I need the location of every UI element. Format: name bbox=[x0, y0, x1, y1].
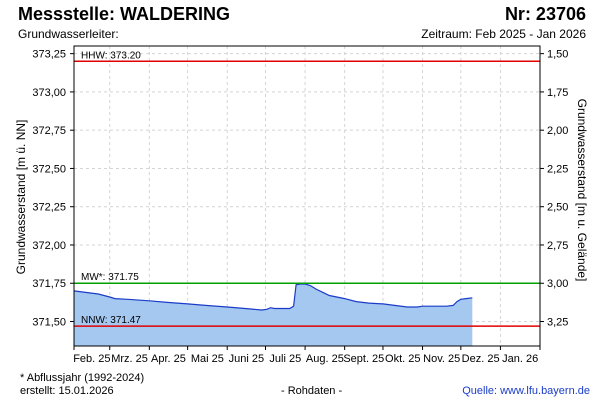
y2-tick-label: 2,00 bbox=[547, 125, 568, 137]
plot-border bbox=[73, 45, 541, 347]
footnote: * Abflussjahr (1992-2024) bbox=[20, 372, 145, 384]
y-tick-label: 372,25 bbox=[32, 202, 66, 214]
y-ticks-left: 373,25 373,00 372,75 372,50 372,25 372,00 371,… bbox=[32, 49, 74, 329]
y2-tick-label: 2,75 bbox=[547, 240, 568, 252]
y2-tick-label: 3,25 bbox=[547, 317, 568, 329]
x-tick-label: Jan. 26 bbox=[502, 353, 538, 365]
x-tick-label: Juli 25 bbox=[269, 353, 301, 365]
source-link[interactable]: Quelle: www.lfu.bayern.de bbox=[462, 385, 590, 397]
created-date: erstellt: 15.01.2026 bbox=[20, 385, 114, 397]
rawdata-label: - Rohdaten - bbox=[281, 385, 343, 397]
x-tick-label: Nov. 25 bbox=[423, 353, 460, 365]
x-tick-label: Apr. 25 bbox=[151, 353, 186, 365]
y-tick-label: 373,25 bbox=[32, 49, 66, 61]
data-area bbox=[73, 283, 473, 346]
aquifer-label: Grundwasserleiter: bbox=[18, 27, 119, 41]
x-ticks: Feb. 25 Mrz. 25 Apr. 25 Mai 25 Juni 25 Juli 2… bbox=[73, 346, 541, 365]
x-tick-label: Mai 25 bbox=[191, 353, 224, 365]
y-tick-label: 372,50 bbox=[32, 163, 66, 175]
y2-tick-label: 2,25 bbox=[547, 163, 568, 175]
y-tick-label: 372,00 bbox=[32, 240, 66, 252]
plot-frame bbox=[73, 45, 541, 347]
station-number: Nr: 23706 bbox=[504, 4, 586, 24]
station-title: Messstelle: WALDERING bbox=[18, 4, 231, 24]
water-level-fill bbox=[74, 284, 473, 346]
y-tick-label: 373,00 bbox=[32, 87, 66, 99]
y-tick-label: 372,75 bbox=[32, 125, 66, 137]
y-tick-label: 371,50 bbox=[32, 317, 66, 329]
y2-tick-label: 2,50 bbox=[547, 202, 568, 214]
y-axis-label-left: Grundwasserstand [m ü. NN] bbox=[14, 120, 28, 275]
x-tick-label: Juni 25 bbox=[229, 353, 264, 365]
y-tick-label: 371,75 bbox=[32, 278, 66, 290]
y2-tick-label: 1,50 bbox=[547, 49, 568, 61]
grid bbox=[73, 46, 541, 346]
x-tick-label: Aug. 25 bbox=[306, 353, 344, 365]
period-label: Zeitraum: Feb 2025 - Jan 2026 bbox=[421, 27, 586, 41]
x-tick-label: Feb. 25 bbox=[73, 353, 110, 365]
y2-tick-label: 3,00 bbox=[547, 278, 568, 290]
y-ticks-right: 1,50 1,75 2,00 2,25 2,50 2,75 3,00 3,25 bbox=[540, 49, 568, 329]
reference-lines: HHW: 373.20 MW*: 371.75 NNW: 371.47 bbox=[74, 50, 540, 327]
water-level-line bbox=[73, 283, 473, 311]
reference-label-0: HHW: 373.20 bbox=[81, 50, 141, 61]
reference-label-1: MW*: 371.75 bbox=[81, 272, 139, 283]
x-tick-label: Sept. 25 bbox=[343, 353, 384, 365]
reference-label-2: NNW: 371.47 bbox=[81, 315, 141, 326]
x-tick-label: Okt. 25 bbox=[385, 353, 420, 365]
x-tick-label: Mrz. 25 bbox=[111, 353, 148, 365]
y2-tick-label: 1,75 bbox=[547, 87, 568, 99]
y-axis-label-right: Grundwasserstand [m u. Gelände] bbox=[575, 99, 589, 282]
x-tick-label: Dez. 25 bbox=[462, 353, 500, 365]
